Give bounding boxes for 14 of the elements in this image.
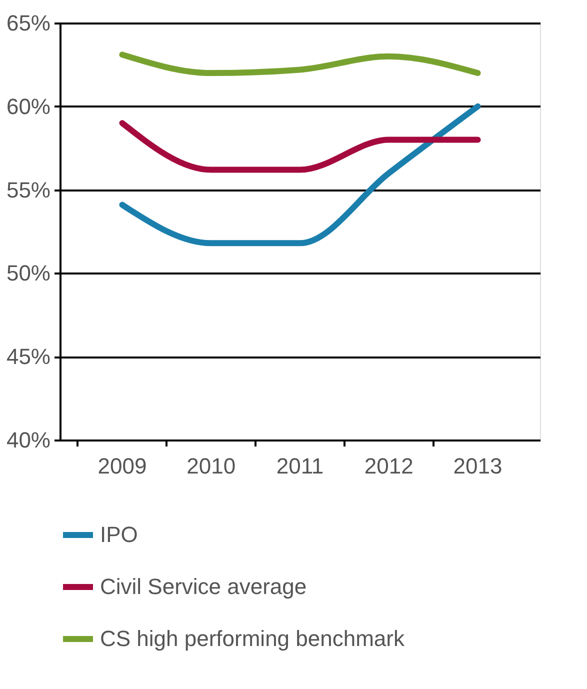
y-tick-label: 45% <box>6 344 50 370</box>
x-tick-label: 2010 <box>186 454 236 478</box>
x-tick-label: 2012 <box>364 454 414 478</box>
legend-label: CS high performing benchmark <box>100 626 406 651</box>
y-tick-label: 40% <box>6 428 50 452</box>
x-tick-label: 2011 <box>276 454 324 478</box>
y-tick-label: 50% <box>6 260 50 286</box>
legend-label: IPO <box>100 522 138 547</box>
legend-label: Civil Service average <box>100 574 307 599</box>
y-tick-label: 65% <box>6 10 50 36</box>
x-tick-label: 2009 <box>98 454 147 478</box>
y-tick-label: 55% <box>6 177 50 202</box>
y-tick-label: 60% <box>6 94 50 119</box>
x-tick-label: 2013 <box>453 454 502 478</box>
